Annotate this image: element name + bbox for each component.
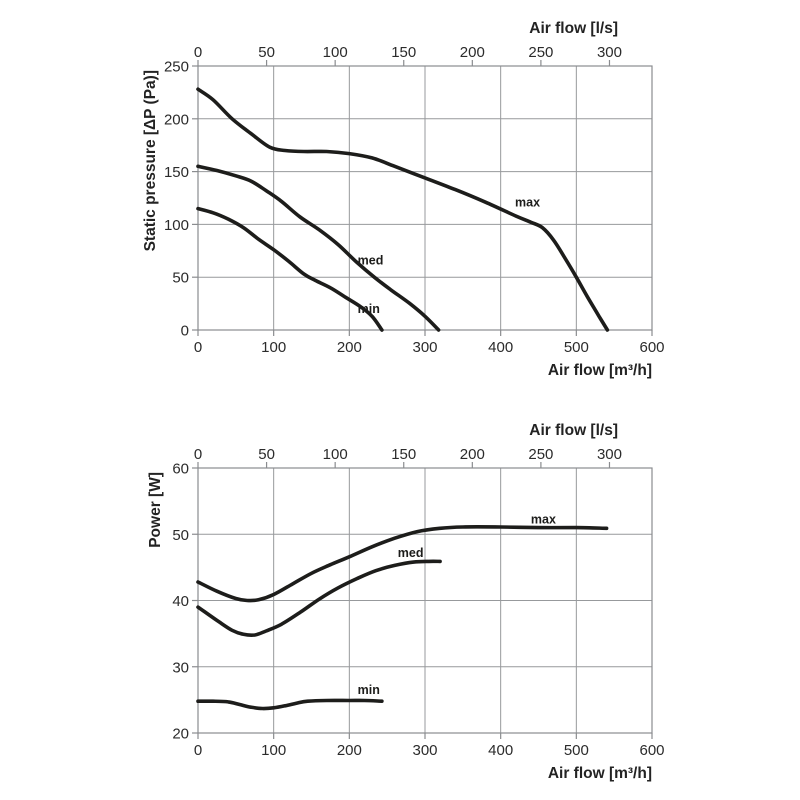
curve-max	[196, 525, 609, 603]
top-axis-tick-label: 200	[460, 44, 485, 61]
curve-med	[196, 559, 442, 638]
y-axis-title: Static pressure [ΔP (Pa)]	[142, 70, 159, 251]
top-axis-tick-label: 50	[258, 446, 275, 463]
top-axis-tick-label: 150	[391, 44, 416, 61]
bottom-axis-tick-label: 100	[261, 742, 286, 759]
curve-label-max: max	[531, 513, 556, 527]
top-axis-tick-label: 200	[460, 446, 485, 463]
y-axis-tick-label: 50	[172, 270, 189, 287]
top-axis-tick-label: 0	[194, 44, 202, 61]
y-axis-tick-label: 40	[172, 593, 189, 610]
curve-label-min: min	[358, 683, 380, 697]
bottom-axis-tick-label: 500	[564, 339, 589, 356]
bottom-axis-tick-label: 0	[194, 742, 202, 759]
y-axis-tick-label: 200	[164, 111, 189, 128]
top-axis-tick-label: 0	[194, 446, 202, 463]
bottom-axis-tick-label: 400	[488, 339, 513, 356]
top-axis-tick-label: 300	[597, 44, 622, 61]
bottom-axis-tick-label: 0	[194, 339, 202, 356]
y-axis-title: Power [W]	[147, 472, 164, 548]
y-axis-tick-label: 250	[164, 59, 189, 76]
y-axis-tick-label: 20	[172, 726, 189, 743]
power-chart: 0 100 200 300 400 500 600 0 50 100 150 200 250 300 20 3…	[147, 422, 665, 782]
static-pressure-chart: 0 100 200 300 400 500 600 0 50 100 150 200 250 300 0 50…	[142, 20, 665, 379]
top-axis-tick-label: 250	[528, 44, 553, 61]
curve-max	[196, 87, 610, 332]
top-axis-tick-label: 100	[323, 44, 348, 61]
curve-med	[196, 164, 441, 332]
curve-label-min: min	[358, 302, 380, 316]
y-axis-tick-label: 30	[172, 659, 189, 676]
bottom-axis-title: Air flow [m³/h]	[548, 362, 652, 379]
bottom-axis-tick-label: 600	[639, 339, 664, 356]
top-axis-tick-label: 250	[528, 446, 553, 463]
bottom-axis-tick-label: 600	[639, 742, 664, 759]
bottom-axis-tick-label: 200	[337, 742, 362, 759]
y-axis-tick-label: 0	[181, 323, 189, 340]
bottom-axis-tick-label: 300	[412, 742, 437, 759]
bottom-axis-tick-label: 200	[337, 339, 362, 356]
curve-label-max: max	[515, 195, 540, 209]
curve-label-med: med	[358, 254, 384, 268]
y-axis-tick-label: 60	[172, 461, 189, 478]
top-axis-tick-label: 150	[391, 446, 416, 463]
top-axis-tick-label: 100	[323, 446, 348, 463]
y-axis-tick-label: 150	[164, 164, 189, 181]
bottom-axis-title: Air flow [m³/h]	[548, 765, 652, 782]
curve-label-med: med	[398, 546, 424, 560]
curve-min	[196, 206, 384, 332]
top-axis-tick-label: 300	[597, 446, 622, 463]
y-axis-tick-label: 50	[172, 527, 189, 544]
y-axis-tick-label: 100	[164, 217, 189, 234]
curve-min	[196, 698, 384, 711]
top-axis-title: Air flow [l/s]	[529, 20, 618, 37]
bottom-axis-tick-label: 400	[488, 742, 513, 759]
bottom-axis-tick-label: 300	[412, 339, 437, 356]
top-axis-tick-label: 50	[258, 44, 275, 61]
bottom-axis-tick-label: 100	[261, 339, 286, 356]
top-axis-title: Air flow [l/s]	[529, 422, 618, 439]
bottom-axis-tick-label: 500	[564, 742, 589, 759]
gridlines	[197, 467, 653, 734]
